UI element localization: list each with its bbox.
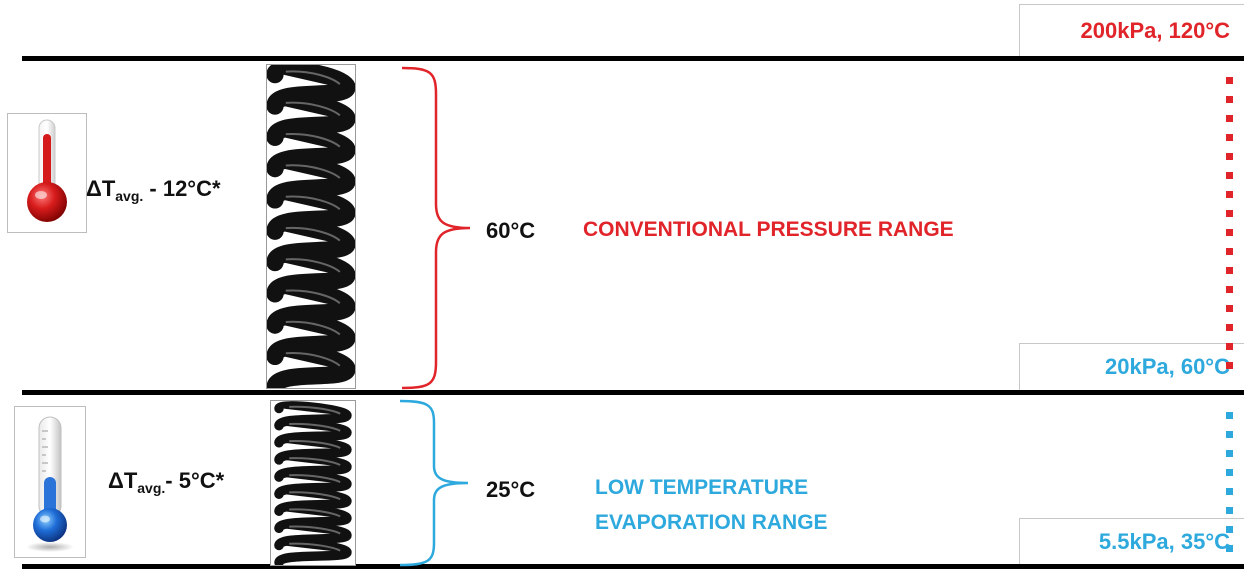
lower-delta-sub: avg. xyxy=(137,480,166,496)
top-pressure-text: 200kPa, 120°C xyxy=(1080,17,1230,43)
upper-delta-sub: avg. xyxy=(115,188,144,204)
spring-coil-highlight xyxy=(289,457,341,466)
upper-delta-symbol: ΔT xyxy=(86,176,116,201)
spring-coil-highlight xyxy=(285,101,341,117)
spring-coil-highlight xyxy=(289,405,341,415)
mid-pressure-label: 20kPa, 60°C xyxy=(1019,343,1244,390)
spring-coil-highlight xyxy=(285,258,341,273)
spring-coil-highlight xyxy=(285,352,341,367)
bottom-divider-line xyxy=(22,564,1244,569)
red-dotted-range-marker xyxy=(1226,77,1233,381)
spring-coil-highlight xyxy=(285,226,341,242)
thermometer-cold-icon xyxy=(14,406,86,558)
conventional-pressure-range-label: CONVENTIONAL PRESSURE RANGE xyxy=(583,218,954,241)
lower-delta-symbol: ΔT xyxy=(108,468,138,493)
upper-red-brace xyxy=(401,66,471,390)
spring-coil-highlight xyxy=(289,508,341,518)
bottom-pressure-text: 5.5kPa, 35°C xyxy=(1098,528,1230,554)
upper-avg-delta-label: ΔTavg. - 12°C* xyxy=(86,176,221,204)
upper-coil-spring-icon xyxy=(266,64,356,389)
spring-coil-highlight xyxy=(285,132,341,148)
spring-coil-highlight xyxy=(289,439,341,449)
spring-coil-highlight xyxy=(289,474,341,484)
spring-coil-highlight xyxy=(285,320,341,336)
bottom-pressure-label: 5.5kPa, 35°C xyxy=(1019,518,1244,564)
spring-coil-highlight xyxy=(285,289,341,304)
lower-avg-delta-label: ΔTavg.- 5°C* xyxy=(108,468,224,496)
lower-coil-spring-icon xyxy=(270,400,356,566)
spring-coil-highlight xyxy=(285,195,341,211)
lower-temp-difference: 25°C xyxy=(486,477,536,502)
mid-pressure-text: 20kPa, 60°C xyxy=(1105,354,1230,379)
low-temperature-evaporation-range-label: LOW TEMPERATURE EVAPORATION RANGE xyxy=(595,470,828,540)
middle-divider-line xyxy=(22,390,1244,395)
spring-coil-highlight xyxy=(289,491,341,501)
top-pressure-label: 200kPa, 120°C xyxy=(1019,4,1244,56)
spring-coil-highlight xyxy=(289,422,341,432)
spring-coil xyxy=(267,342,355,388)
low-temperature-range-line1: LOW TEMPERATURE xyxy=(595,476,809,499)
top-divider-line xyxy=(22,56,1244,61)
spring-coil-highlight xyxy=(289,542,341,552)
spring-coil-highlight xyxy=(285,164,341,179)
spring-coil-highlight xyxy=(289,525,341,535)
spring-coil-highlight xyxy=(285,70,341,85)
upper-delta-value: - 12°C* xyxy=(143,176,221,201)
thermometer-hot-icon xyxy=(7,113,87,233)
low-temperature-range-line2: EVAPORATION RANGE xyxy=(595,511,828,534)
lower-delta-value: - 5°C* xyxy=(165,468,225,493)
lower-blue-brace xyxy=(399,399,469,567)
upper-temp-difference: 60°C xyxy=(486,218,536,243)
spring-coil xyxy=(274,538,352,565)
blue-dotted-range-marker xyxy=(1226,412,1233,564)
